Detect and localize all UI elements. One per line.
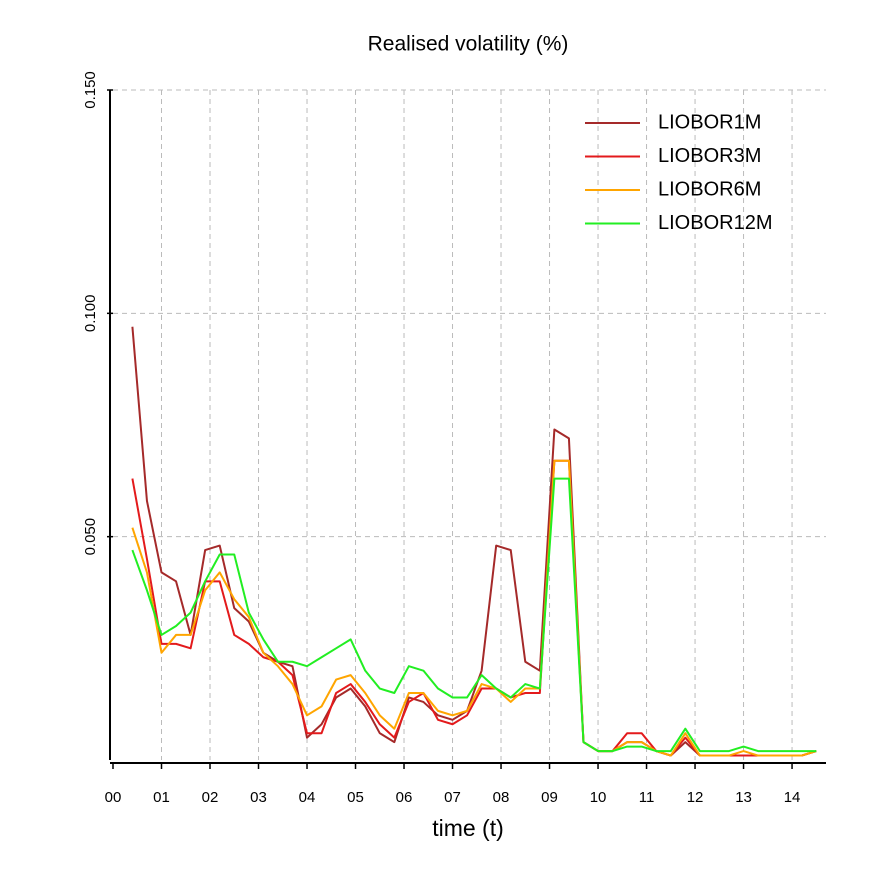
x-tick-label: 12 xyxy=(687,789,704,806)
x-tick-label: 10 xyxy=(590,789,607,806)
legend-label: LIOBOR12M xyxy=(658,212,772,234)
y-tick-label: 0.100 xyxy=(82,295,99,333)
x-tick-label: 03 xyxy=(250,789,267,806)
y-tick-label: 0.150 xyxy=(82,71,99,109)
series-line xyxy=(131,459,817,757)
x-tick-label: 02 xyxy=(202,789,219,806)
legend-label: LIOBOR6M xyxy=(658,178,761,200)
x-tick-label: 01 xyxy=(153,789,170,806)
x-tick-label: 13 xyxy=(735,789,752,806)
x-tick-label: 11 xyxy=(639,789,655,806)
x-tick-label: 07 xyxy=(444,789,461,806)
x-tick-label: 06 xyxy=(396,789,413,806)
series-line xyxy=(131,477,817,753)
x-tick-label: 00 xyxy=(105,789,122,806)
series-line xyxy=(131,326,817,757)
x-tick-label: 14 xyxy=(784,789,801,806)
x-tick-label: 04 xyxy=(299,789,316,806)
x-tick-label: 08 xyxy=(493,789,510,806)
x-tick-label: 09 xyxy=(541,789,558,806)
x-tick-label: 05 xyxy=(347,789,364,806)
y-tick-label: 0.050 xyxy=(82,518,99,556)
x-axis-label: time (t) xyxy=(432,815,504,841)
chart-title: Realised volatility (%) xyxy=(368,33,569,56)
legend-label: LIOBOR1M xyxy=(658,111,761,133)
legend-label: LIOBOR3M xyxy=(658,145,761,167)
